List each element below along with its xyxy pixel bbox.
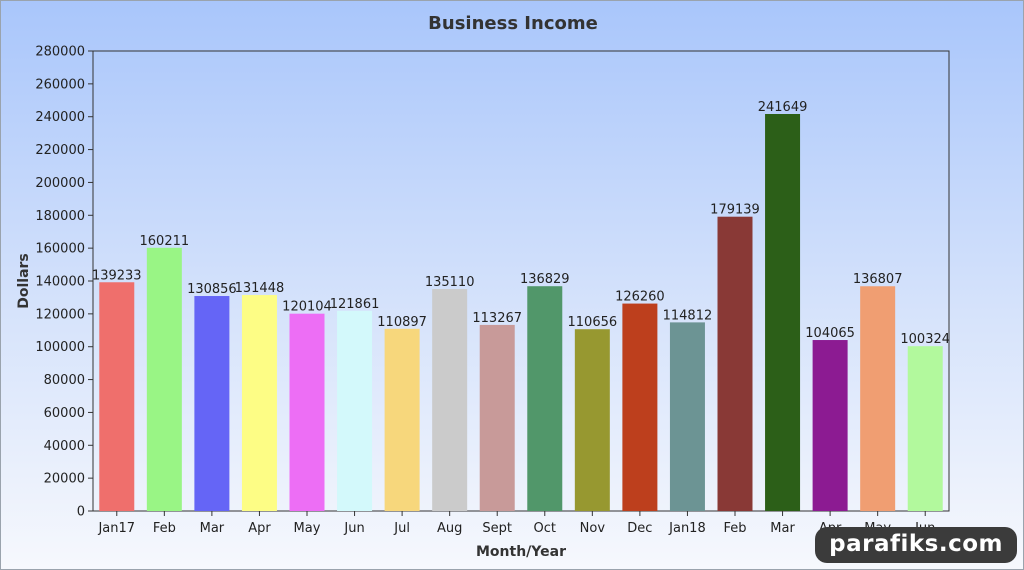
y-tick-label: 160000	[35, 242, 85, 257]
bar	[860, 286, 896, 511]
x-tick-label: Mar	[770, 521, 795, 536]
bar	[717, 216, 753, 512]
bar	[194, 296, 230, 511]
data-label: 179139	[710, 203, 760, 218]
data-label: 120104	[282, 300, 332, 315]
data-label: 136829	[520, 272, 570, 287]
x-tick-label: Jul	[393, 521, 410, 536]
data-label: 130856	[187, 282, 237, 297]
y-tick-label: 140000	[35, 275, 85, 290]
x-tick-label: May	[294, 521, 321, 536]
bar	[574, 329, 610, 511]
bar	[384, 328, 420, 511]
x-tick-label: Jun	[343, 521, 364, 536]
bar	[765, 114, 801, 511]
bar	[99, 282, 135, 511]
bar	[812, 340, 848, 511]
x-tick-label: Mar	[200, 521, 225, 536]
x-tick-label: Jan17	[97, 521, 135, 536]
data-label: 160211	[140, 234, 190, 249]
y-axis-title: Dollars	[16, 253, 32, 309]
y-tick-label: 120000	[35, 307, 85, 322]
x-tick-label: Feb	[153, 521, 176, 536]
bar	[907, 346, 943, 511]
data-label: 126260	[615, 290, 665, 305]
y-tick-label: 260000	[35, 77, 85, 92]
watermark-logo: parafiks.com	[815, 527, 1017, 563]
chart-title: Business Income	[428, 13, 598, 34]
data-label: 241649	[758, 100, 808, 115]
x-tick-label: Dec	[627, 521, 652, 536]
bar	[479, 324, 515, 511]
data-label: 110656	[568, 315, 618, 330]
bar	[432, 289, 468, 511]
bar	[527, 286, 563, 511]
bar	[337, 310, 373, 511]
data-label: 113267	[472, 311, 522, 326]
y-tick-label: 0	[77, 505, 85, 520]
y-tick-label: 60000	[44, 406, 85, 421]
x-tick-label: Oct	[534, 521, 556, 536]
y-tick-label: 180000	[35, 209, 85, 224]
data-label: 121861	[330, 297, 380, 312]
data-label: 131448	[235, 281, 285, 296]
x-axis-title: Month/Year	[476, 544, 566, 560]
y-tick-label: 200000	[35, 176, 85, 191]
bar	[622, 303, 658, 511]
y-tick-label: 240000	[35, 110, 85, 125]
data-label: 110897	[377, 315, 427, 330]
bar	[146, 247, 182, 512]
data-label: 135110	[425, 275, 475, 290]
bar	[289, 313, 325, 511]
x-tick-label: Sept	[482, 521, 512, 536]
y-tick-label: 100000	[35, 340, 85, 355]
data-label: 136807	[853, 272, 903, 287]
y-tick-label: 20000	[44, 472, 85, 487]
y-tick-label: 220000	[35, 143, 85, 158]
bar	[241, 295, 277, 511]
x-tick-label: Feb	[723, 521, 746, 536]
x-axis: Jan17 Feb Mar Apr May Jun Jul Aug Sept Oct Nov Dec J…	[97, 511, 935, 536]
y-tick-label: 40000	[44, 439, 85, 454]
x-tick-label: Aug	[437, 521, 462, 536]
y-tick-label: 80000	[44, 373, 85, 388]
data-label: 104065	[805, 326, 855, 341]
y-axis: 0 20000 40000 60000 80000 100000 120000 140000 1…	[35, 45, 93, 520]
data-label: 139233	[92, 268, 142, 283]
x-tick-label: Nov	[580, 521, 606, 536]
bar	[669, 322, 705, 511]
x-tick-label: Apr	[248, 521, 271, 536]
data-label: 114812	[663, 308, 713, 323]
y-tick-label: 280000	[35, 45, 85, 60]
x-tick-label: Jan18	[668, 521, 706, 536]
data-label: 100324	[900, 332, 950, 347]
